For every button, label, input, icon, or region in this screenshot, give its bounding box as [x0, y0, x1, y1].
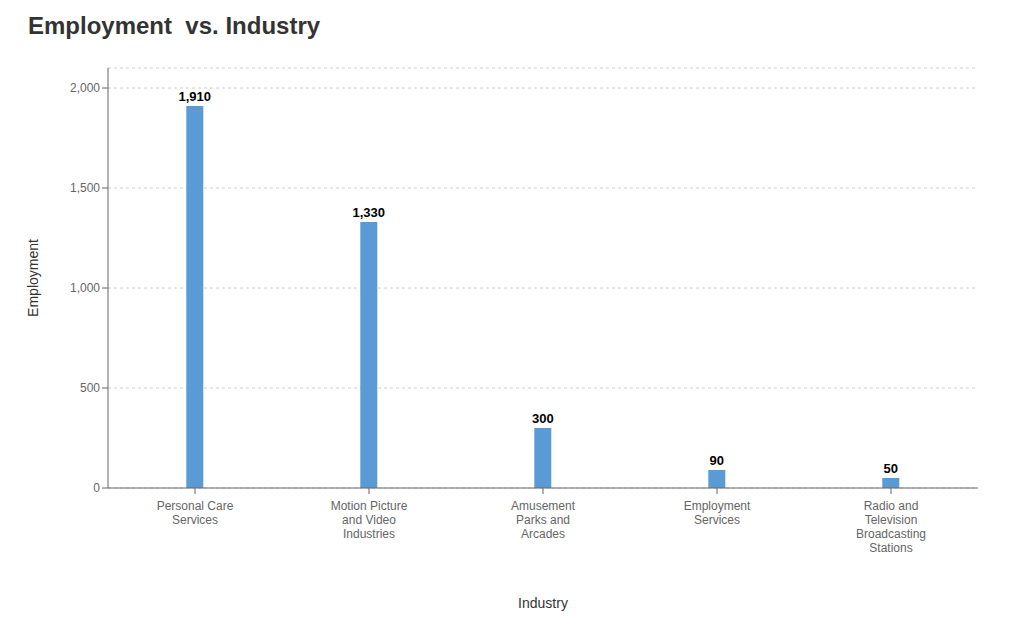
- html-text:Employment vs. Industry: Employment vs. Industry: [28, 12, 321, 39]
- svg-text:300: 300: [532, 411, 554, 426]
- svg-text:0: 0: [93, 481, 100, 495]
- svg-text:1,910: 1,910: [179, 89, 212, 104]
- svg-text:1,000: 1,000: [70, 281, 100, 295]
- svg-text:Industry: Industry: [518, 595, 568, 611]
- svg-text:90: 90: [710, 453, 724, 468]
- svg-text:1,330: 1,330: [353, 205, 386, 220]
- svg-text:Motion Pictureand VideoIndustr: Motion Pictureand VideoIndustries: [331, 499, 408, 541]
- svg-text:Employment: Employment: [25, 239, 41, 317]
- svg-text:1,500: 1,500: [70, 181, 100, 195]
- svg-text:Personal CareServices: Personal CareServices: [157, 499, 234, 527]
- svg-text:EmploymentServices: EmploymentServices: [684, 499, 751, 527]
- svg-text:Radio andTelevisionBroadcastin: Radio andTelevisionBroadcastingStations: [856, 499, 926, 555]
- svg-text:50: 50: [884, 461, 898, 476]
- svg-text:500: 500: [80, 381, 100, 395]
- svg-text:2,000: 2,000: [70, 81, 100, 95]
- svg-text:AmusementParks andArcades: AmusementParks andArcades: [511, 499, 576, 541]
